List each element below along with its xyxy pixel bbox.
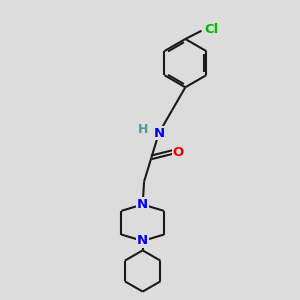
Text: N: N bbox=[153, 127, 164, 140]
Text: N: N bbox=[137, 234, 148, 248]
Text: H: H bbox=[137, 123, 148, 136]
Text: O: O bbox=[172, 146, 184, 158]
Text: N: N bbox=[137, 198, 148, 211]
Text: Cl: Cl bbox=[205, 23, 219, 36]
